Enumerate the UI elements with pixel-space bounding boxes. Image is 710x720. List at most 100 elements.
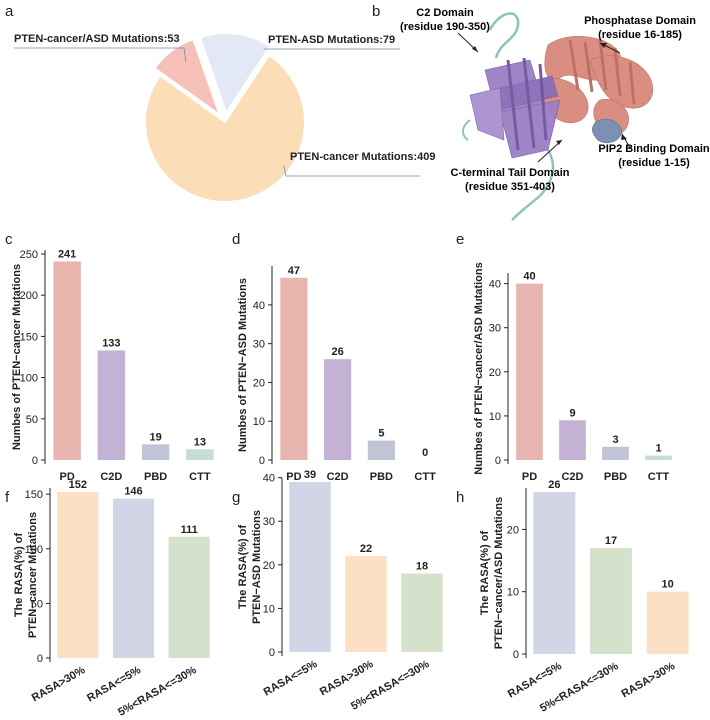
bar [57,492,99,658]
x-tick-label: PBD [144,471,167,483]
bar [646,591,689,654]
y-tick-label: 0 [269,647,275,659]
x-tick-label: CTT [189,471,211,483]
c2-domain-ribbon [469,57,561,159]
pie-slice [144,53,306,203]
c-terminal-tail-title: C-terminal Tail Domain [451,167,570,179]
bar [345,556,387,652]
y-tick-label: 30 [489,323,501,335]
bar-value-label: 146 [124,486,142,498]
bar [367,440,395,460]
bar [645,455,672,460]
bar [590,548,632,654]
bar-value-label: 18 [416,561,428,573]
panel-label-c: c [5,231,13,248]
y-axis-label: Numbes of PTEN−ASD Mutations [237,278,249,452]
bar-value-label: 39 [304,469,316,481]
bar [112,498,155,658]
panel-label-d: d [232,231,240,248]
bar-chart-c: 0 50 100 150 200 250 Numbes of PTEN−cancer Mut… [11,248,214,483]
bar [168,536,210,658]
c2-domain-range: (residue 190-350) [400,21,490,33]
pie-slice [198,32,272,116]
x-tick-label: PD [522,471,537,483]
bar-value-label: 1 [655,443,661,455]
y-axis-label: PTEN−cancer Mutations [27,512,39,638]
x-tick-label: RASA<=5% [262,658,320,698]
bar-value-label: 19 [150,431,162,443]
bar-chart-d: 0 10 20 30 40 Numbes of PTEN−ASD Mutations 47 P… [237,265,436,483]
pie-slice-label: PTEN-cancer Mutations:409 [290,151,435,163]
y-tick-label: 50 [26,414,38,426]
bar-value-label: 0 [422,447,428,459]
bar [141,444,170,460]
pip2-binding-domain-range: (residue 1-15) [618,157,690,169]
bar [289,482,331,652]
bar-value-label: 241 [58,248,76,260]
y-tick-label: 0 [259,455,265,467]
bar-value-label: 22 [360,543,372,555]
bar-value-label: 26 [548,479,560,491]
y-tick-label: 0 [513,649,519,661]
y-axis-label: PTEN−cancer/ASD Mutations [493,497,505,650]
bar-chart-e: 0 10 20 30 40 Numbes of PTEN−cancer/ASD Mutat… [473,262,672,483]
ctt-arrow [537,139,563,163]
bar-value-label: 111 [181,524,198,536]
panel-label-e: e [456,231,464,248]
bar [559,420,586,460]
pip2-binding-domain-ribbon [592,119,623,144]
pie-leader-line [283,165,420,177]
x-tick-label: PBD [604,471,627,483]
bar [516,283,543,460]
x-tick-label: C2D [100,471,122,483]
phosphatase-domain-ribbon [540,35,654,136]
panel-label-b: b [372,3,380,20]
panel-label-h: h [456,489,464,506]
y-tick-label: 40 [253,300,265,312]
bar [280,277,308,460]
y-tick-label: 10 [489,411,501,423]
bar-value-label: 9 [569,407,575,419]
y-tick-label: 200 [20,290,38,302]
y-tick-label: 0 [32,455,38,467]
bar-chart-f: 0 50 100 150 The RASA(%) of PTEN−cancer Mutat… [13,479,210,719]
y-tick-label: 10 [253,416,265,428]
y-tick-label: 20 [263,560,275,572]
y-tick-label: 0 [495,455,501,467]
y-tick-label: 100 [20,373,38,385]
x-tick-label: C2D [561,471,583,483]
protein-structure: C2 Domain (residue 190-350) Phosphatase … [400,7,710,221]
panel-label-g: g [232,489,240,506]
bar [324,359,352,460]
pie-chart-a: PTEN-cancer Mutations:409 PTEN-cancer/ASD… [14,32,435,203]
x-tick-label: C2D [327,471,349,483]
y-axis-label: The RASA(%) of [479,531,491,616]
bar-value-label: 152 [69,479,87,491]
x-tick-label: PD [59,471,74,483]
y-tick-label: 40 [489,279,501,291]
bar-value-label: 133 [102,337,120,349]
bar-value-label: 17 [605,535,617,547]
bar-value-label: 26 [332,346,344,358]
y-axis-label: The RASA(%) of [237,525,249,610]
c2-domain-title: C2 Domain [416,7,474,19]
bar-value-label: 3 [612,434,618,446]
pie-slice [153,37,222,118]
y-tick-label: 0 [37,653,43,665]
x-tick-label: CTT [414,471,436,483]
pie-slice-label: PTEN-cancer/ASD Mutations:53 [14,33,180,45]
bar [97,350,126,460]
y-tick-label: 20 [489,367,501,379]
bar-value-label: 13 [194,436,206,448]
x-tick-label: PD [286,471,301,483]
x-tick-label: CTT [648,471,670,483]
bar [533,492,576,654]
phosphatase-domain-range: (residue 16-185) [598,29,682,41]
y-axis-label: Numbes of PTEN−cancer/ASD Mutations [473,262,485,474]
c-terminal-tail-coil [488,12,555,221]
y-tick-label: 250 [20,249,38,261]
bar [602,446,629,460]
ctt-arrow-head [556,140,562,145]
pip2-binding-domain-title: PIP2 Binding Domain [598,143,710,155]
bar [401,573,443,652]
